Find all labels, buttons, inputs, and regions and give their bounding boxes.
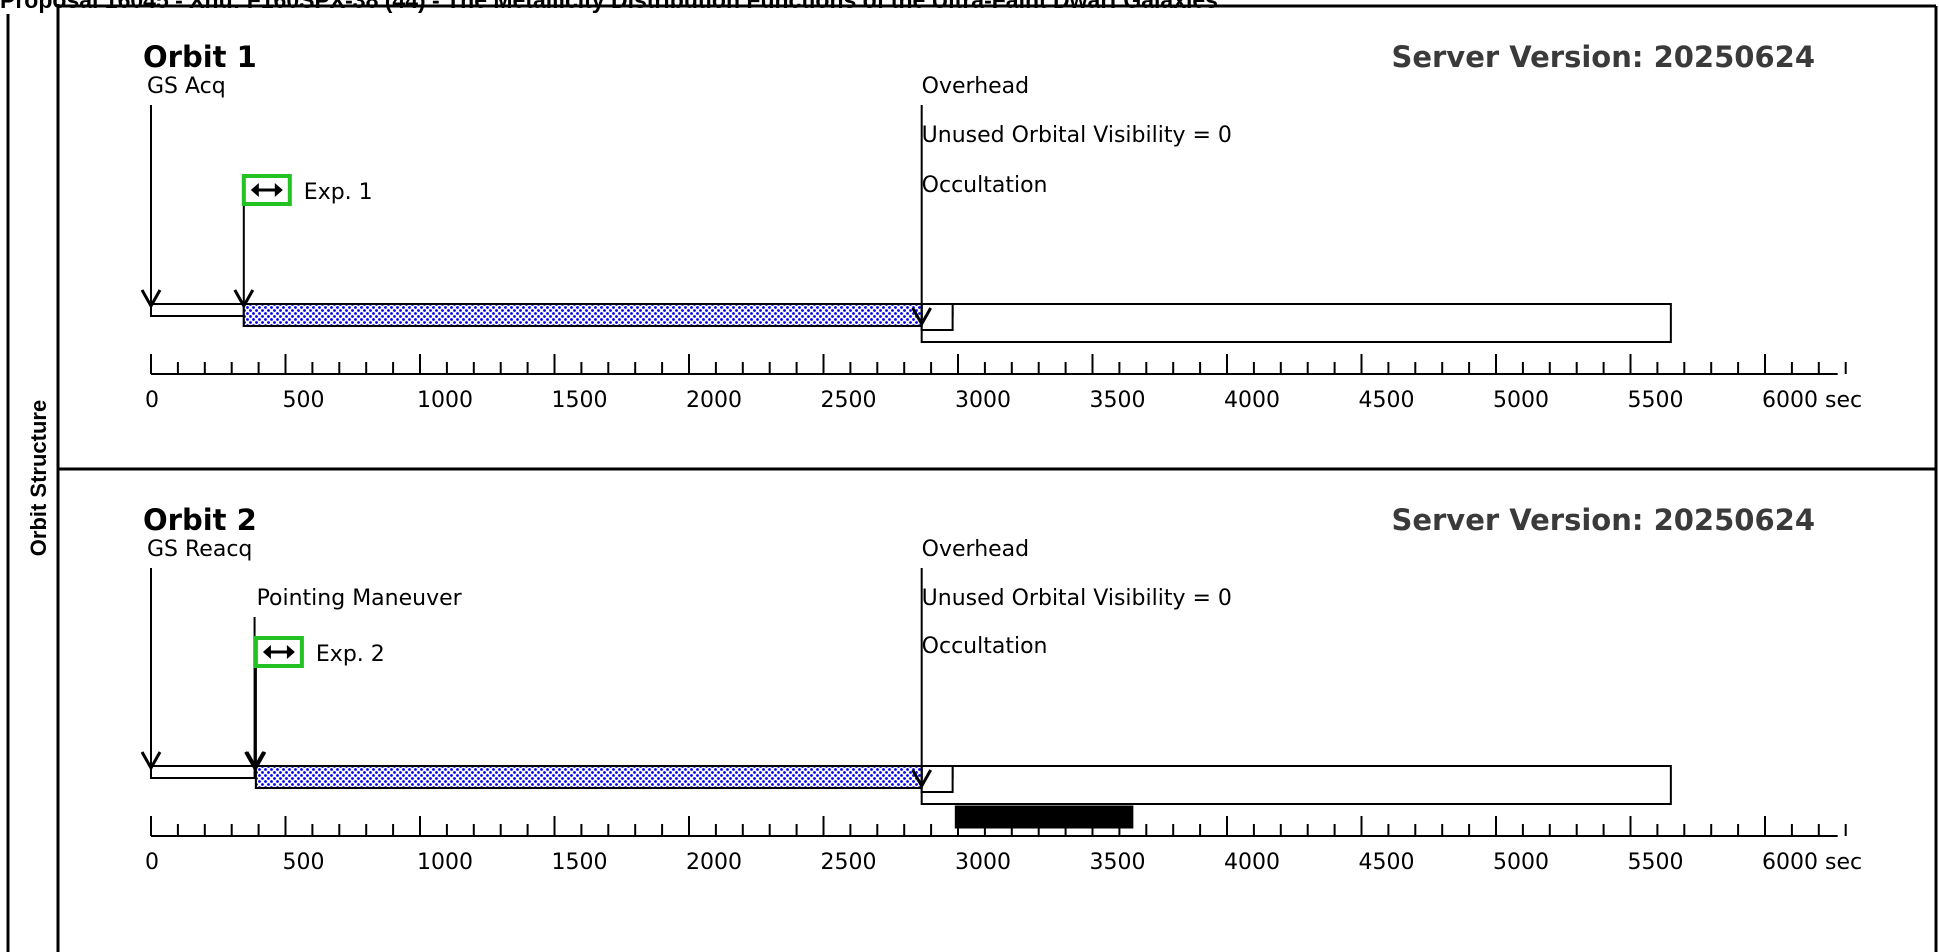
event-arrow <box>140 105 162 310</box>
orbit-structure-side-label: Orbit Structure <box>26 400 51 556</box>
arrow-head <box>140 289 162 310</box>
tick-label: 5000 <box>1493 388 1549 413</box>
arrow-head <box>911 769 932 790</box>
tick-label: 500 <box>283 850 325 875</box>
event-arrow <box>245 668 267 772</box>
tick-label: 2500 <box>821 388 877 413</box>
event-label: Unused Orbital Visibility = 0 <box>922 123 1232 148</box>
tick-label: 3000 <box>955 850 1011 875</box>
exposure-icon-right-arrow <box>286 645 295 659</box>
tick-label: 6000 sec <box>1762 850 1862 875</box>
event-arrow <box>140 568 162 772</box>
orbit-panel-2: Orbit 2 Server Version: 20250624 GS Reac… <box>140 503 1862 875</box>
event-label: Occultation <box>922 634 1048 659</box>
arrow-head <box>233 289 255 310</box>
tick-label: 4500 <box>1359 850 1415 875</box>
arrow-head <box>140 751 162 772</box>
solid-segment <box>954 805 1134 829</box>
tick-label: 2000 <box>686 388 742 413</box>
tick-label: 2500 <box>821 850 877 875</box>
tick-label: 5500 <box>1628 850 1684 875</box>
exposure-segment-overlay <box>242 303 923 327</box>
time-axis: 0 500 1000 1500 2000 2500 3000 3500 4000 4500 5000… <box>145 354 1862 413</box>
exposure-label: Exp. 1 <box>304 180 373 205</box>
event-label: Pointing Maneuver <box>257 586 463 611</box>
exposure-icon-left-arrow <box>250 183 259 197</box>
tick-label: 4000 <box>1224 388 1280 413</box>
exposure-label: Exp. 2 <box>316 642 385 667</box>
exposure-segment-overlay <box>254 765 923 789</box>
event-label: GS Reacq <box>147 537 252 562</box>
timeline-exposures: Exp. 2 <box>245 636 385 772</box>
tick-label: 1500 <box>552 850 608 875</box>
tick-label: 3500 <box>1090 850 1146 875</box>
event-arrow <box>911 568 932 790</box>
timeline-exposures: Exp. 1 <box>233 174 373 310</box>
tick-label: 6000 sec <box>1762 388 1862 413</box>
tick-label: 4500 <box>1359 388 1415 413</box>
arrow-head <box>245 751 267 772</box>
event-arrow <box>911 105 932 328</box>
event-label: Unused Orbital Visibility = 0 <box>922 586 1232 611</box>
tick-label: 2000 <box>686 850 742 875</box>
tick-label: 1000 <box>417 850 473 875</box>
tick-label: 0 <box>145 850 159 875</box>
tick-label: 5500 <box>1628 388 1684 413</box>
event-label: GS Acq <box>147 74 226 99</box>
timeline-events: GS Acq Overhead Unused Orbital Visibility … <box>140 74 1232 328</box>
tick-label: 0 <box>145 388 159 413</box>
exposure-icon-right-arrow <box>274 183 283 197</box>
event-label: Occultation <box>922 173 1048 198</box>
exposure-icon <box>253 636 304 668</box>
timeline-segments <box>150 303 1672 343</box>
overhead-segment <box>150 765 256 779</box>
timeline-segments <box>150 765 1672 829</box>
arrow-head <box>911 307 932 328</box>
server-version: Server Version: 20250624 <box>1391 40 1815 74</box>
orbit-title: Orbit 1 <box>143 40 257 74</box>
event-arrow <box>233 206 255 310</box>
tick-label: 3500 <box>1090 388 1146 413</box>
occultation-segment <box>920 303 1672 343</box>
tick-label: 1000 <box>417 388 473 413</box>
exposure-icon-left-arrow <box>262 645 271 659</box>
tick-label: 5000 <box>1493 850 1549 875</box>
server-version: Server Version: 20250624 <box>1391 503 1815 537</box>
tick-label: 500 <box>283 388 325 413</box>
orbit-title: Orbit 2 <box>143 503 257 537</box>
occultation-segment <box>920 765 1672 805</box>
tick-label: 1500 <box>552 388 608 413</box>
event-label: Overhead <box>922 537 1029 562</box>
time-axis: 0 500 1000 1500 2000 2500 3000 3500 4000 4500 5000… <box>145 816 1862 875</box>
overhead-segment <box>150 303 245 317</box>
tick-label: 3000 <box>955 388 1011 413</box>
event-label: Overhead <box>922 74 1029 99</box>
tick-label: 4000 <box>1224 850 1280 875</box>
exposure-icon <box>241 174 292 206</box>
orbit-panel-1: Orbit 1 Server Version: 20250624 GS Acq O… <box>140 40 1862 413</box>
